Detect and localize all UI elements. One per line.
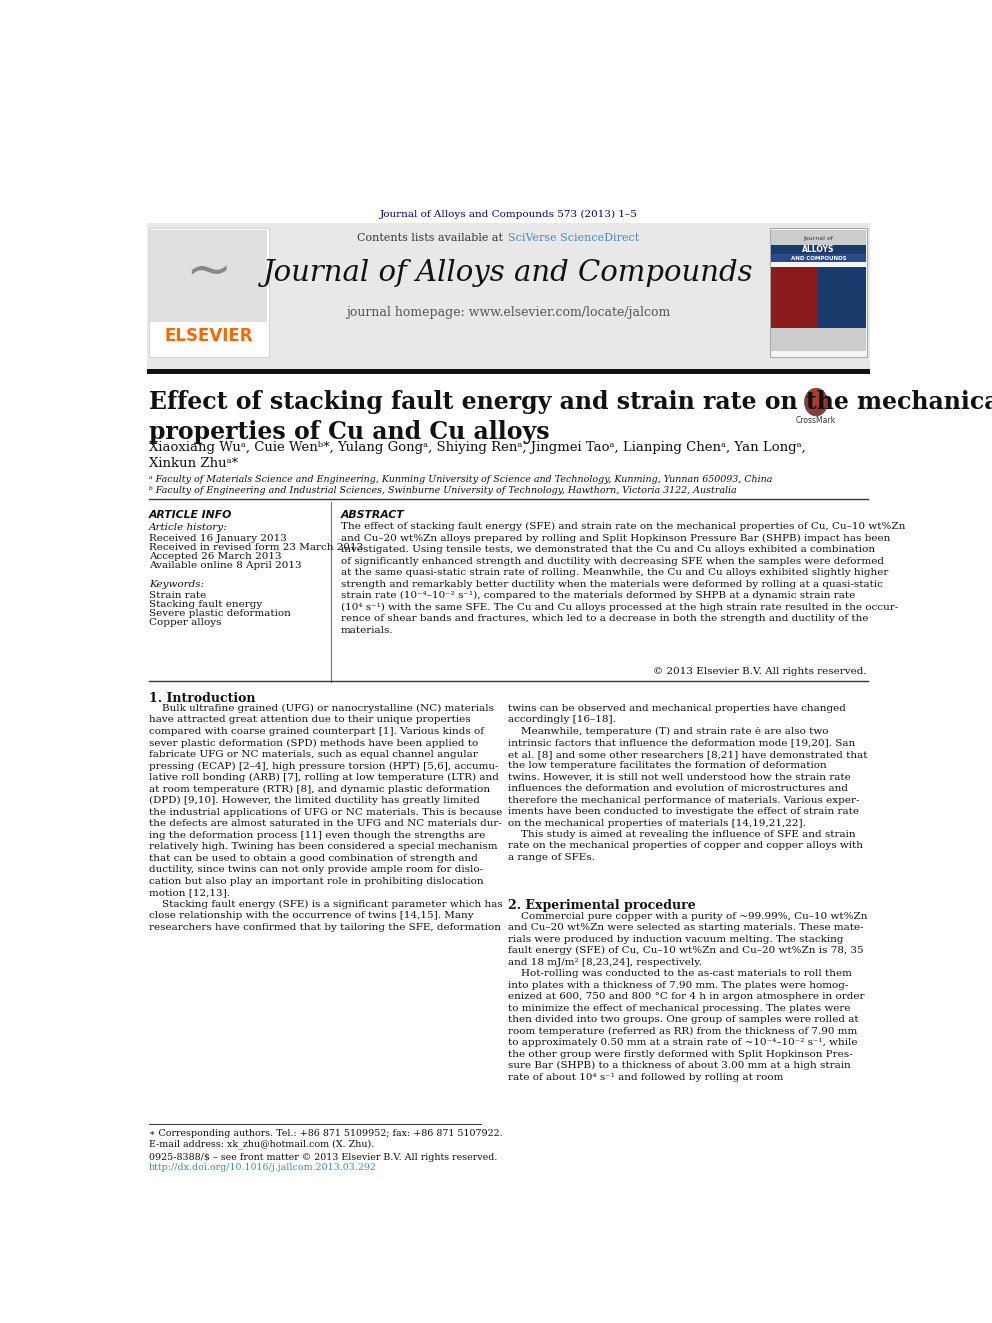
Text: Contents lists available at: Contents lists available at (356, 233, 506, 243)
Text: Journal of: Journal of (804, 235, 833, 241)
Text: Bulk ultrafine grained (UFG) or nanocrystalline (NC) materials
have attracted gr: Bulk ultrafine grained (UFG) or nanocrys… (149, 704, 503, 931)
Text: Received in revised form 23 March 2013: Received in revised form 23 March 2013 (149, 542, 363, 552)
Text: 2. Experimental procedure: 2. Experimental procedure (509, 900, 696, 913)
Text: ᵃ Faculty of Materials Science and Engineering, Kunming University of Science an: ᵃ Faculty of Materials Science and Engin… (149, 475, 772, 484)
Text: Xiaoxiang Wuᵃ, Cuie Wenᵇ*, Yulang Gongᵃ, Shiying Renᵃ, Jingmei Taoᵃ, Lianping Ch: Xiaoxiang Wuᵃ, Cuie Wenᵇ*, Yulang Gongᵃ,… (149, 441, 806, 454)
Text: Journal of Alloys and Compounds: Journal of Alloys and Compounds (263, 259, 754, 287)
Text: Article history:: Article history: (149, 523, 227, 532)
Text: http://dx.doi.org/10.1016/j.jallcom.2013.03.292: http://dx.doi.org/10.1016/j.jallcom.2013… (149, 1163, 377, 1172)
Text: Xinkun Zhuᵃ*: Xinkun Zhuᵃ* (149, 456, 238, 470)
Text: journal homepage: www.elsevier.com/locate/jalcom: journal homepage: www.elsevier.com/locat… (346, 306, 671, 319)
Text: © 2013 Elsevier B.V. All rights reserved.: © 2013 Elsevier B.V. All rights reserved… (653, 667, 866, 676)
Ellipse shape (807, 388, 824, 410)
Bar (147, 369, 870, 374)
Bar (771, 328, 866, 352)
Text: ELSEVIER: ELSEVIER (165, 327, 253, 345)
Bar (771, 245, 866, 254)
Text: Severe plastic deformation: Severe plastic deformation (149, 609, 291, 618)
Text: Received 16 January 2013: Received 16 January 2013 (149, 533, 287, 542)
Text: ALLOYS: ALLOYS (803, 245, 834, 254)
Bar (817, 266, 866, 352)
Text: E-mail address: xk_zhu@hotmail.com (X. Zhu).: E-mail address: xk_zhu@hotmail.com (X. Z… (149, 1139, 374, 1148)
Text: Effect of stacking fault energy and strain rate on the mechanical
properties of : Effect of stacking fault energy and stra… (149, 390, 992, 445)
Bar (771, 254, 866, 262)
Text: ARTICLE INFO: ARTICLE INFO (149, 509, 232, 520)
Ellipse shape (805, 388, 827, 415)
Text: 1. Introduction: 1. Introduction (149, 692, 255, 705)
Text: Accepted 26 March 2013: Accepted 26 March 2013 (149, 552, 282, 561)
Text: Stacking fault energy: Stacking fault energy (149, 599, 262, 609)
Text: ᵇ Faculty of Engineering and Industrial Sciences, Swinburne University of Techno: ᵇ Faculty of Engineering and Industrial … (149, 486, 736, 495)
Text: ABSTRACT: ABSTRACT (341, 509, 405, 520)
Text: SciVerse ScienceDirect: SciVerse ScienceDirect (508, 233, 639, 243)
Text: AND COMPOUNDS: AND COMPOUNDS (791, 255, 846, 261)
Text: The effect of stacking fault energy (SFE) and strain rate on the mechanical prop: The effect of stacking fault energy (SFE… (341, 523, 906, 635)
Text: 0925-8388/$ – see front matter © 2013 Elsevier B.V. All rights reserved.: 0925-8388/$ – see front matter © 2013 El… (149, 1152, 497, 1162)
Text: Available online 8 April 2013: Available online 8 April 2013 (149, 561, 302, 570)
Bar (771, 230, 866, 245)
Bar (149, 228, 269, 357)
Text: Keywords:: Keywords: (149, 579, 204, 589)
Text: ∗ Corresponding authors. Tel.: +86 871 5109952; fax: +86 871 5107922.: ∗ Corresponding authors. Tel.: +86 871 5… (149, 1129, 502, 1138)
Text: Strain rate: Strain rate (149, 591, 206, 599)
Bar (770, 228, 867, 357)
Text: Journal of Alloys and Compounds 573 (2013) 1–5: Journal of Alloys and Compounds 573 (201… (380, 209, 637, 218)
Text: Copper alloys: Copper alloys (149, 618, 221, 627)
Bar (147, 222, 870, 369)
Text: Commercial pure copper with a purity of ~99.99%, Cu–10 wt%Zn
and Cu–20 wt%Zn wer: Commercial pure copper with a purity of … (509, 912, 868, 1082)
Text: CrossMark: CrossMark (796, 415, 836, 425)
Bar (771, 266, 817, 352)
Text: twins can be observed and mechanical properties have changed
accordingly [16–18]: twins can be observed and mechanical pro… (509, 704, 868, 863)
Text: ~: ~ (186, 246, 232, 300)
Bar (151, 230, 267, 321)
